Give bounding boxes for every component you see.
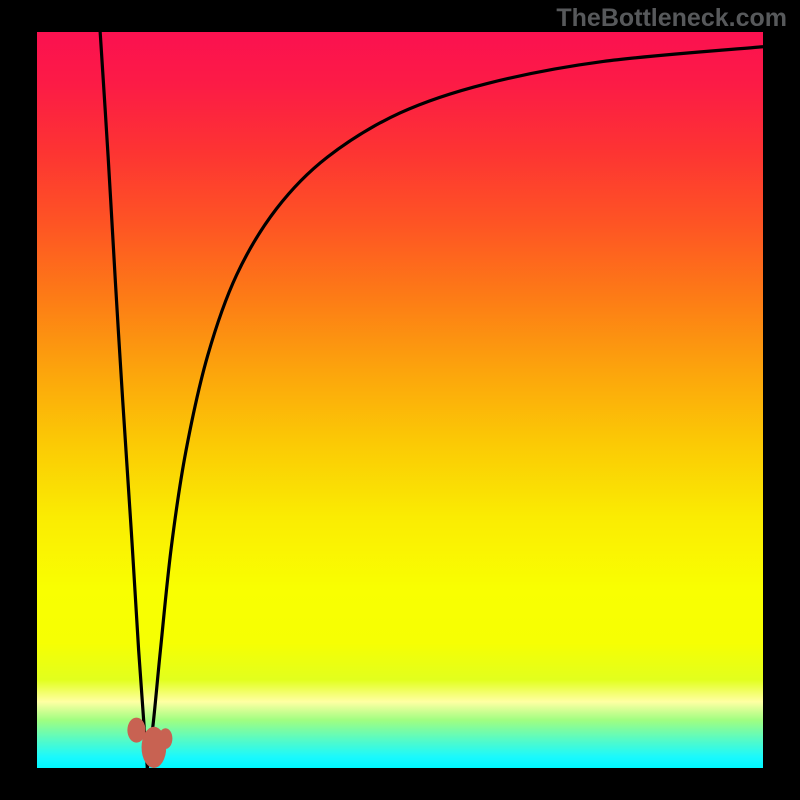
watermark-text: TheBottleneck.com <box>556 4 787 33</box>
gradient-background <box>37 32 763 768</box>
chart-container: TheBottleneck.com <box>0 0 800 800</box>
vertex-marker-2 <box>159 728 173 749</box>
plot-area <box>37 32 763 768</box>
plot-svg <box>37 32 763 768</box>
